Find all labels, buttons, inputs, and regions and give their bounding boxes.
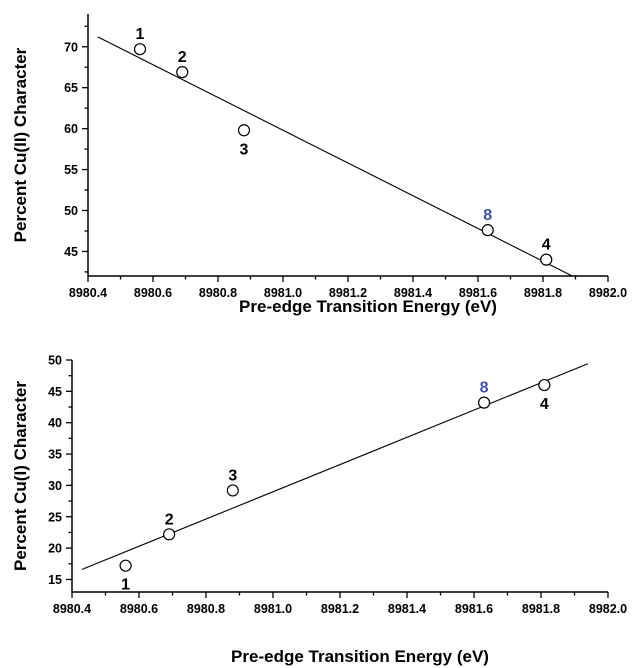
data-point <box>237 124 251 137</box>
x-tick-label: 8980.6 <box>134 286 172 300</box>
data-point <box>119 559 132 572</box>
fit-line <box>97 36 573 277</box>
x-tick-label: 8981.4 <box>394 286 432 300</box>
data-point <box>481 224 494 237</box>
x-tick-label: 8981.2 <box>329 286 367 300</box>
point-label: 4 <box>540 396 549 413</box>
point-label: 1 <box>121 577 130 594</box>
data-point <box>226 484 239 497</box>
point-label: 1 <box>136 26 145 43</box>
point-label: 3 <box>240 141 249 158</box>
y-tick-label: 70 <box>64 40 78 54</box>
x-tick-label: 8980.8 <box>187 602 225 616</box>
x-tick-label: 8980.8 <box>199 286 237 300</box>
y-tick-label: 50 <box>64 204 78 218</box>
point-label: 8 <box>483 207 492 224</box>
y-tick-label: 30 <box>48 479 62 493</box>
y-tick-label: 60 <box>64 122 78 136</box>
x-tick-label: 8981.2 <box>321 602 359 616</box>
x-tick-label: 8981.0 <box>264 286 302 300</box>
x-tick-label: 8981.6 <box>459 286 497 300</box>
point-label: 8 <box>480 380 489 397</box>
y-tick-label: 45 <box>64 245 78 259</box>
y-tick-label: 20 <box>48 542 62 556</box>
point-label: 3 <box>228 467 237 484</box>
point-label: 2 <box>178 49 187 66</box>
x-tick-label: 8982.0 <box>589 602 627 616</box>
point-label: 2 <box>165 511 174 528</box>
x-tick-label: 8981.8 <box>524 286 562 300</box>
y-axis-title: Percent Cu(II) Character <box>11 47 30 242</box>
point-label: 4 <box>542 237 551 254</box>
data-point <box>176 66 189 79</box>
y-tick-label: 35 <box>48 448 62 462</box>
x-tick-label: 8980.4 <box>69 286 107 300</box>
y-tick-label: 55 <box>64 163 78 177</box>
y-axis-title: Percent Cu(I) Character <box>11 381 30 571</box>
data-point <box>540 253 553 266</box>
data-point <box>538 378 551 392</box>
y-tick-label: 25 <box>48 510 62 524</box>
y-tick-label: 15 <box>48 573 62 587</box>
data-point <box>477 396 491 409</box>
y-tick-label: 65 <box>64 81 78 95</box>
x-tick-label: 8980.4 <box>53 602 91 616</box>
data-point <box>133 43 147 56</box>
x-axis-title: Pre-edge Transition Energy (eV) <box>239 297 497 316</box>
y-tick-label: 40 <box>48 416 62 430</box>
x-axis-title: Pre-edge Transition Energy (eV) <box>231 647 489 666</box>
x-tick-label: 8981.6 <box>455 602 493 616</box>
chart-top: 8980.4 8980.6 8980.8 8981.0 8981.2 8981.4 8981… <box>11 14 627 316</box>
y-tick-label: 50 <box>48 354 62 368</box>
x-tick-label: 8981.4 <box>388 602 426 616</box>
fit-line <box>81 363 589 570</box>
x-tick-label: 8982.0 <box>589 286 627 300</box>
x-tick-label: 8981.0 <box>254 602 292 616</box>
x-tick-label: 8980.6 <box>120 602 158 616</box>
y-tick-label: 45 <box>48 385 62 399</box>
data-point <box>163 528 176 541</box>
chart-bottom: 8980.4 8980.6 8980.8 8981.0 8981.2 8981.4 8981… <box>11 354 627 667</box>
x-tick-label: 8981.8 <box>522 602 560 616</box>
